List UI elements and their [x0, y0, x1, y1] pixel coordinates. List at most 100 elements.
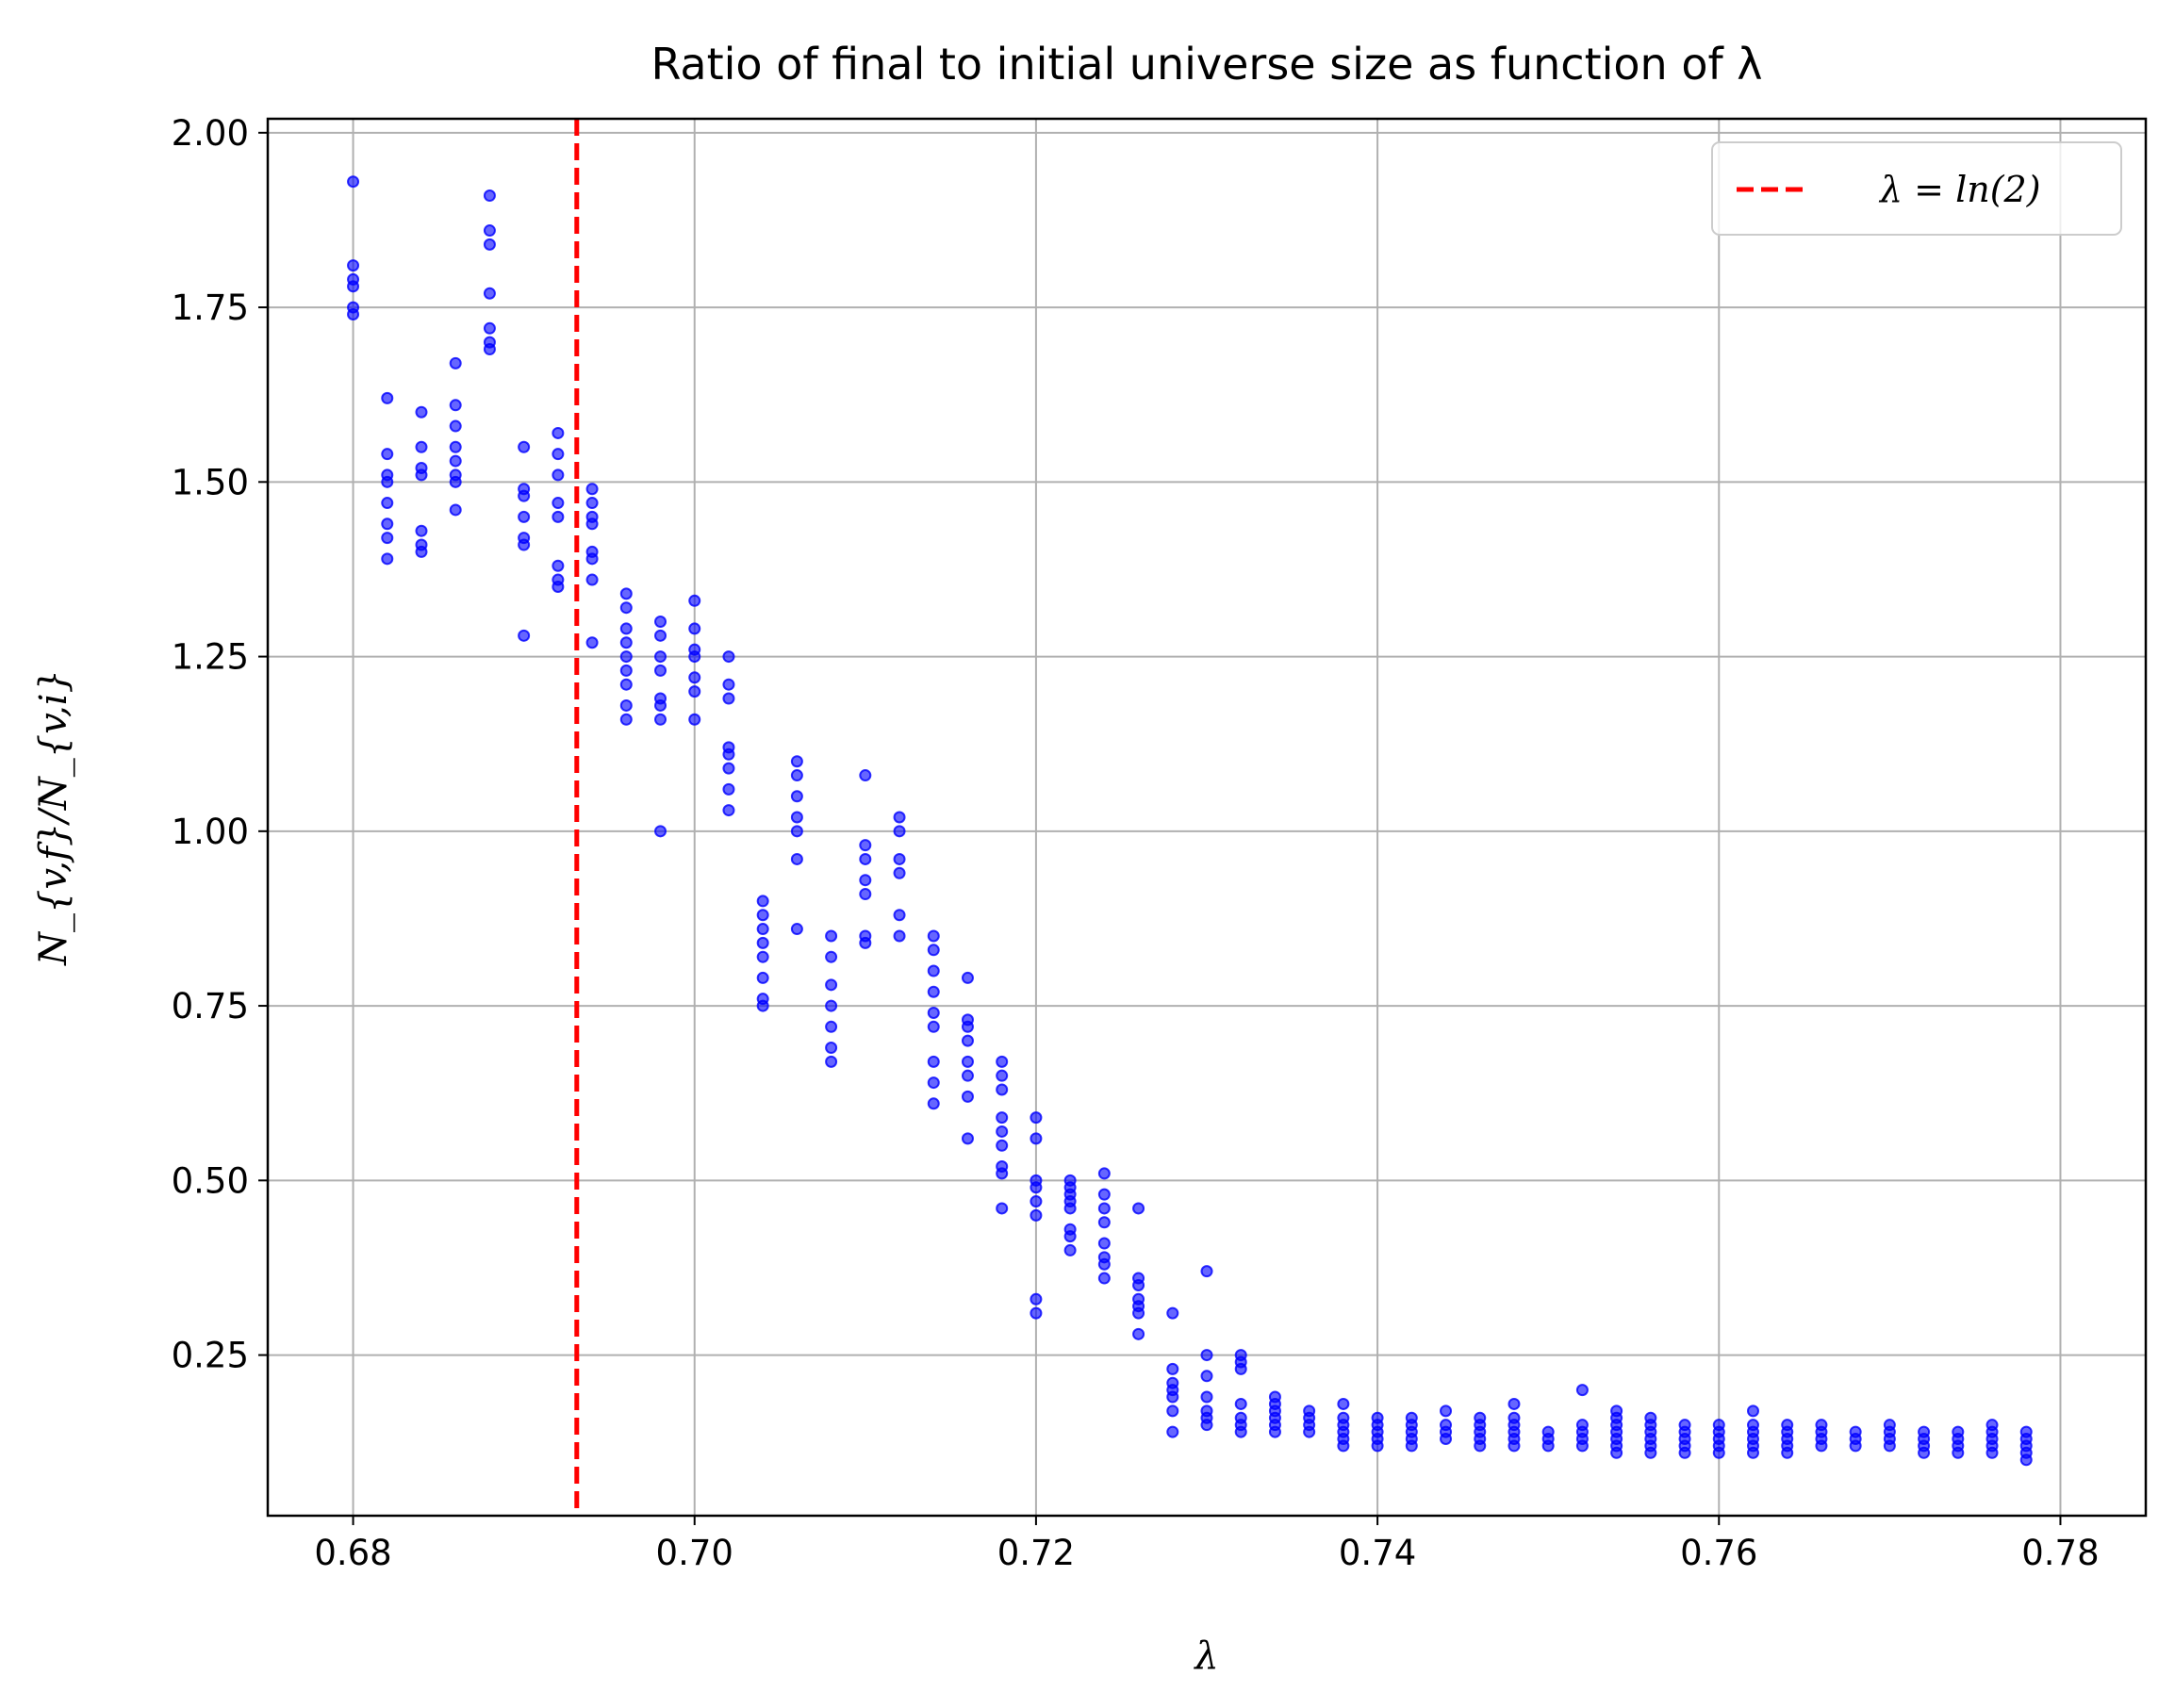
data-point — [893, 811, 906, 824]
data-point — [1166, 1404, 1179, 1418]
data-point — [1610, 1446, 1623, 1459]
data-point — [654, 616, 667, 629]
data-point — [1097, 1272, 1111, 1285]
data-point — [825, 999, 838, 1012]
data-point — [1746, 1446, 1759, 1459]
data-point — [1849, 1439, 1862, 1453]
data-point — [790, 811, 803, 824]
data-point — [756, 923, 769, 936]
data-point — [996, 1111, 1009, 1125]
data-point — [688, 650, 701, 664]
data-point — [585, 573, 599, 586]
data-point — [996, 1167, 1009, 1180]
data-point — [619, 650, 633, 664]
data-point — [619, 601, 633, 615]
data-point — [722, 747, 735, 761]
data-point — [961, 971, 974, 984]
data-point — [790, 852, 803, 865]
data-point — [1712, 1446, 1725, 1459]
data-point — [790, 825, 803, 838]
data-point — [825, 1020, 838, 1033]
data-point — [756, 936, 769, 949]
data-point — [1097, 1216, 1111, 1229]
data-point — [654, 825, 667, 838]
data-point — [961, 1132, 974, 1145]
data-point — [1303, 1425, 1316, 1438]
data-point — [825, 1042, 838, 1055]
data-point — [1200, 1419, 1213, 1432]
data-point — [1644, 1446, 1657, 1459]
data-point — [619, 698, 633, 712]
x-axis-label: λ — [1193, 1634, 1218, 1678]
data-point — [1097, 1167, 1111, 1180]
data-point — [927, 985, 940, 998]
data-point — [347, 259, 360, 272]
data-point — [381, 497, 394, 510]
data-point — [1200, 1265, 1213, 1278]
data-point — [483, 343, 496, 356]
data-point — [1132, 1306, 1145, 1320]
data-point — [961, 1055, 974, 1068]
data-point — [518, 629, 531, 642]
data-point — [619, 622, 633, 635]
data-point — [1405, 1439, 1418, 1453]
data-point — [1746, 1404, 1759, 1418]
data-point — [961, 1069, 974, 1082]
data-point — [483, 287, 496, 300]
data-point — [1234, 1425, 1247, 1438]
legend-box — [1711, 141, 2122, 236]
data-point — [381, 448, 394, 461]
y-tick-label: 1.00 — [172, 812, 249, 852]
data-point — [1166, 1425, 1179, 1438]
y-tick-label: 1.75 — [172, 287, 249, 328]
data-point — [415, 468, 428, 482]
data-point — [1063, 1243, 1077, 1256]
axis-ticks: 0.68 0.70 0.72 0.74 0.76 0.78 0.25 0.50 0.75 1.00… — [172, 113, 2100, 1573]
data-point — [1883, 1439, 1896, 1453]
data-point — [756, 999, 769, 1012]
data-point — [1575, 1384, 1589, 1397]
data-point — [1030, 1111, 1043, 1125]
data-point — [619, 678, 633, 691]
data-point — [552, 559, 565, 572]
data-point — [654, 664, 667, 677]
data-point — [518, 510, 531, 523]
data-point — [825, 978, 838, 992]
data-point — [1132, 1278, 1145, 1291]
data-point — [1097, 1257, 1111, 1271]
data-point — [552, 448, 565, 461]
data-point — [415, 440, 428, 453]
data-point — [688, 713, 701, 726]
data-point — [1337, 1397, 1350, 1410]
data-point — [619, 664, 633, 677]
data-point — [996, 1069, 1009, 1082]
data-point — [1063, 1202, 1077, 1215]
data-point — [1097, 1237, 1111, 1250]
data-point — [1781, 1446, 1794, 1459]
data-point — [1030, 1208, 1043, 1222]
data-point — [1508, 1439, 1521, 1453]
data-point — [961, 1020, 974, 1033]
data-point — [1097, 1202, 1111, 1215]
data-point — [585, 636, 599, 649]
data-point — [756, 895, 769, 908]
data-point — [1268, 1425, 1281, 1438]
x-tick-label: 0.74 — [1339, 1533, 1416, 1573]
data-point — [1952, 1446, 1965, 1459]
data-point — [1063, 1230, 1077, 1243]
data-point — [1918, 1446, 1931, 1459]
data-point — [688, 594, 701, 607]
data-point — [1986, 1446, 1999, 1459]
data-point — [893, 909, 906, 922]
data-point — [585, 497, 599, 510]
data-point — [825, 1055, 838, 1068]
data-point — [415, 405, 428, 419]
data-point — [1030, 1306, 1043, 1320]
data-point — [996, 1083, 1009, 1096]
data-point — [825, 950, 838, 963]
data-point — [688, 685, 701, 698]
data-point — [1030, 1132, 1043, 1145]
data-point — [790, 769, 803, 782]
data-point — [619, 636, 633, 649]
data-point — [381, 475, 394, 488]
